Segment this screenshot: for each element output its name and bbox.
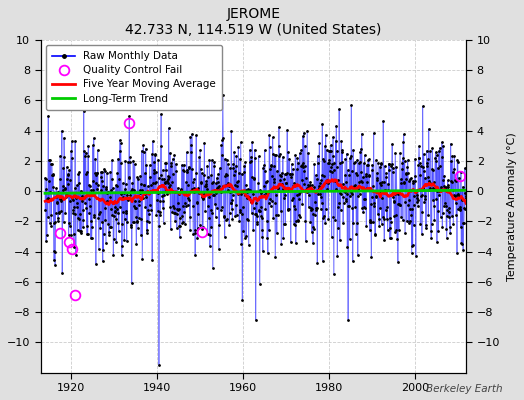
Legend: Raw Monthly Data, Quality Control Fail, Five Year Moving Average, Long-Term Tren: Raw Monthly Data, Quality Control Fail, … <box>46 45 223 110</box>
Title: JEROME
42.733 N, 114.519 W (United States): JEROME 42.733 N, 114.519 W (United State… <box>125 7 381 37</box>
Text: Berkeley Earth: Berkeley Earth <box>427 384 503 394</box>
Y-axis label: Temperature Anomaly (°C): Temperature Anomaly (°C) <box>507 132 517 280</box>
